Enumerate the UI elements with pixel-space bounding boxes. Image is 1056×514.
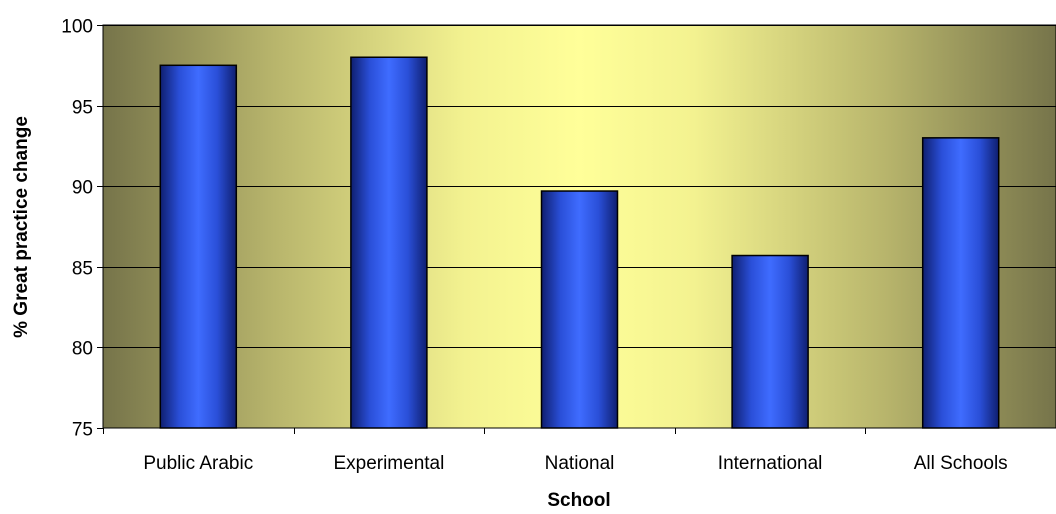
y-tick-label: 75 [72, 420, 93, 441]
x-tick-label: Experimental [333, 453, 444, 474]
bar-all-schools [921, 137, 1000, 429]
y-tick-label: 90 [72, 178, 93, 199]
y-axis-title: % Great practice change [11, 116, 32, 338]
x-tick-label: International [718, 453, 823, 474]
bar-experimental [350, 56, 428, 429]
x-tick-label: All Schools [914, 453, 1008, 474]
x-axis-title: School [547, 490, 610, 511]
y-tick-label: 80 [72, 339, 93, 360]
y-axis-ticks: 75 80 85 90 95 100 [61, 17, 103, 441]
x-tick-label: National [545, 453, 615, 474]
bars [159, 56, 1000, 429]
bar-national [540, 190, 619, 429]
y-tick-label: 85 [72, 259, 93, 280]
x-axis-ticks: Public Arabic Experimental National Interna… [103, 428, 1008, 474]
y-tick-label: 100 [61, 17, 93, 38]
bar-international [731, 254, 809, 429]
y-tick-label: 95 [72, 98, 93, 119]
x-tick-label: Public Arabic [143, 453, 253, 474]
bar-public-arabic [159, 64, 238, 429]
